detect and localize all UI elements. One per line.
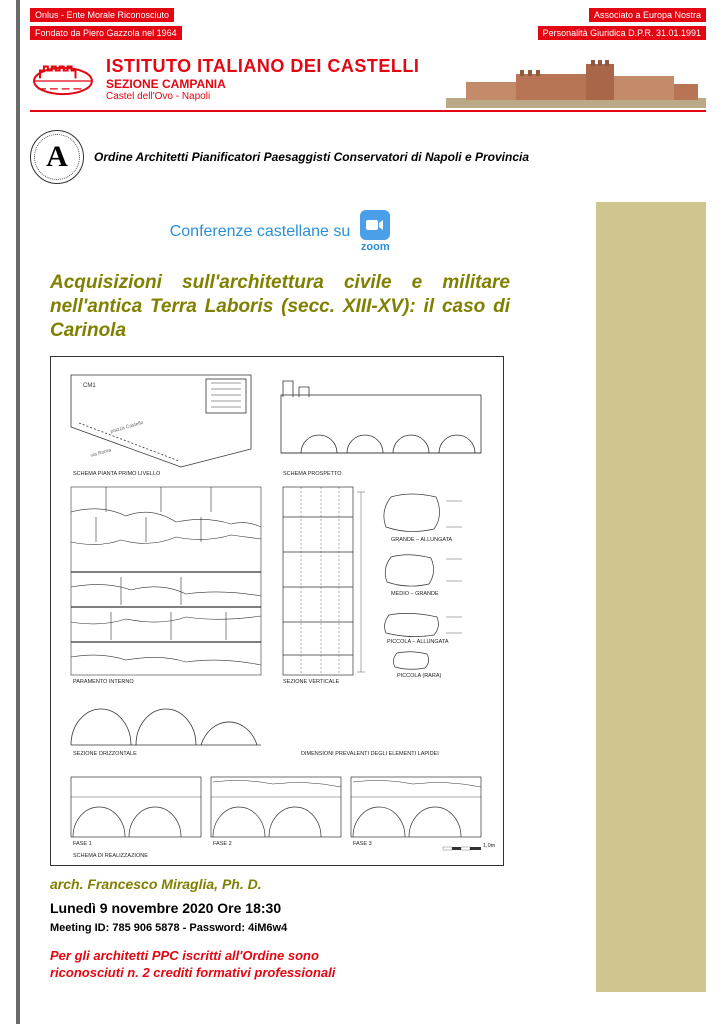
- badge-dpr: Personalità Giuridica D.P.R. 31.01.1991: [538, 26, 706, 40]
- svg-text:via Roma: via Roma: [90, 448, 112, 460]
- header-title: ISTITUTO ITALIANO DEI CASTELLI: [106, 56, 419, 77]
- lbl-schema-prospetto: SCHEMA PROSPETTO: [283, 471, 342, 477]
- svg-text:piazza Castello: piazza Castello: [110, 420, 144, 435]
- zoom-icon: [360, 210, 390, 240]
- zoom-badge: zoom: [360, 210, 390, 253]
- architectural-diagram: CM1 piazza Castello via Roma: [50, 356, 504, 866]
- lbl-scale: 1,0m: [483, 843, 495, 849]
- svg-text:CM1: CM1: [83, 383, 96, 389]
- ordine-text: Ordine Architetti Pianificatori Paesaggi…: [94, 150, 529, 164]
- event-datetime: Lunedì 9 novembre 2020 Ore 18:30: [50, 900, 510, 916]
- lbl-schema-pianta: SCHEMA PIANTA PRIMO LIVELLO: [73, 471, 160, 477]
- left-rule: [16, 0, 20, 1024]
- lbl-paramento: PARAMENTO INTERNO: [73, 679, 134, 685]
- lbl-dimensioni: DIMENSIONI PREVALENTI DEGLI ELEMENTI LAP…: [301, 751, 439, 757]
- castle-illustration: [446, 54, 706, 108]
- lbl-grande: GRANDE – ALLUNGATA: [391, 537, 452, 543]
- lbl-fase3: FASE 3: [353, 841, 372, 847]
- olive-sidebar: [596, 202, 706, 992]
- meeting-credentials: Meeting ID: 785 906 5878 - Password: 4iM…: [50, 922, 510, 934]
- credits-note: Per gli architetti PPC iscritti all'Ordi…: [50, 948, 510, 982]
- lbl-sezione-orizz: SEZIONE ORIZZONTALE: [73, 751, 137, 757]
- content: Conferenze castellane su zoom Acquisizio…: [50, 210, 510, 982]
- badge-fondato: Fondato da Piero Gazzola nel 1964: [30, 26, 182, 40]
- badge-onlus: Onlus - Ente Morale Riconosciuto: [30, 8, 174, 22]
- lbl-medio: MEDIO – GRANDE: [391, 591, 439, 597]
- lbl-piccola-rara: PICCOLA (RARA): [397, 673, 441, 679]
- header-text: ISTITUTO ITALIANO DEI CASTELLI SEZIONE C…: [106, 56, 419, 102]
- lbl-fase2: FASE 2: [213, 841, 232, 847]
- lbl-fase1: FASE 1: [73, 841, 92, 847]
- credits-line-2: riconosciuti n. 2 crediti formativi prof…: [50, 965, 335, 980]
- header-subtitle-2: Castel dell'Ovo - Napoli: [106, 91, 419, 102]
- header: ISTITUTO ITALIANO DEI CASTELLI SEZIONE C…: [30, 48, 706, 112]
- ordine-row: A Ordine Architetti Pianificatori Paesag…: [30, 130, 706, 184]
- castelli-logo-icon: [30, 56, 96, 102]
- lecture-title: Acquisizioni sull'architettura civile e …: [50, 271, 510, 342]
- zoom-word: zoom: [361, 241, 390, 253]
- conference-row: Conferenze castellane su zoom: [50, 210, 510, 253]
- credits-line-1: Per gli architetti PPC iscritti all'Ordi…: [50, 948, 319, 963]
- author-name: arch. Francesco Miraglia, Ph. D.: [50, 876, 510, 892]
- badge-europa: Associato a Europa Nostra: [589, 8, 706, 22]
- conference-label: Conferenze castellane su: [170, 223, 351, 241]
- header-subtitle-1: SEZIONE CAMPANIA: [106, 77, 419, 91]
- lbl-schema-real: SCHEMA DI REALIZZAZIONE: [73, 853, 148, 859]
- lbl-piccola-all: PICCOLA – ALLUNGATA: [387, 639, 449, 645]
- lbl-sezione-vert: SEZIONE VERTICALE: [283, 679, 339, 685]
- ordine-logo-icon: A: [30, 130, 84, 184]
